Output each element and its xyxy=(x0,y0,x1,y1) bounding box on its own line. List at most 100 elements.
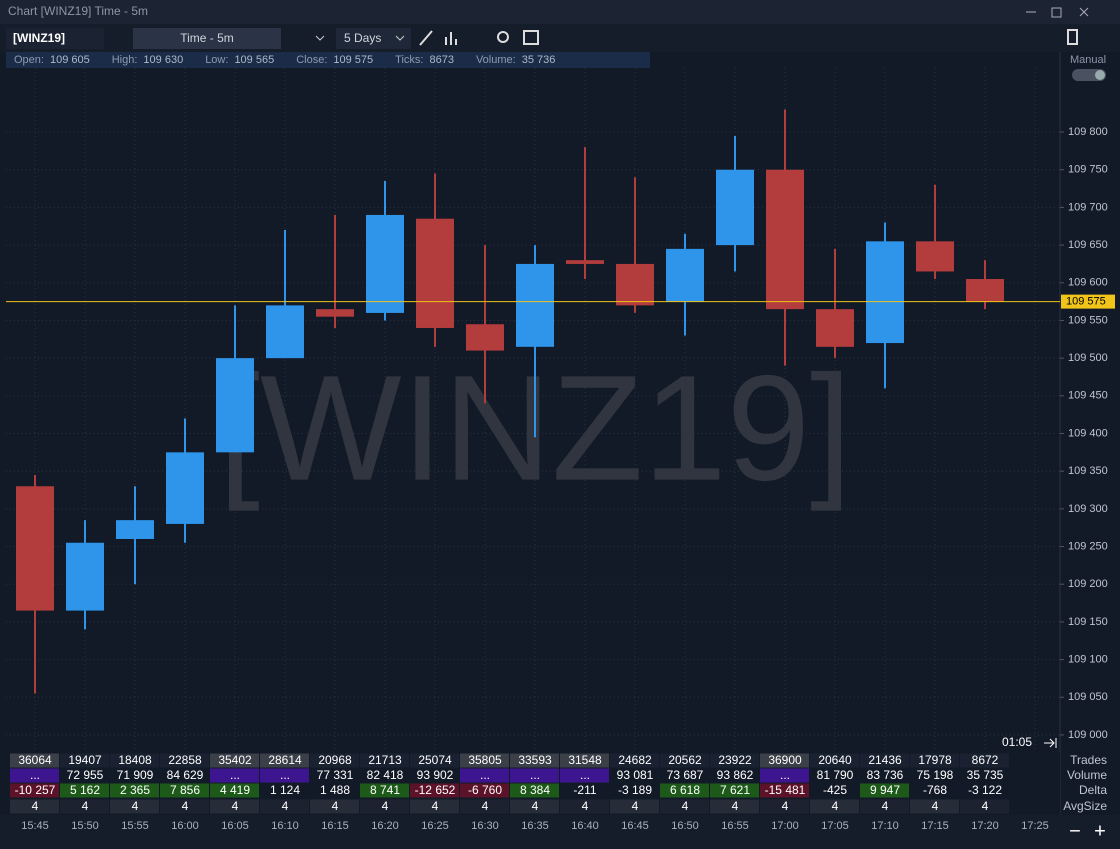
y-tick-label: 109 100 xyxy=(1068,653,1108,665)
stats-cell xyxy=(310,753,359,768)
range-dropdown[interactable] xyxy=(336,28,411,49)
x-tick-label: 16:40 xyxy=(571,820,599,832)
window-controls xyxy=(1026,7,1089,18)
stats-value: 25074 xyxy=(418,753,452,767)
stats-cell xyxy=(610,753,659,768)
info-value: 109 605 xyxy=(50,54,90,66)
stats-value: -6 760 xyxy=(468,783,502,797)
stats-cell xyxy=(710,753,759,768)
y-tick-label: 109 050 xyxy=(1068,691,1108,703)
stats-cell xyxy=(260,753,309,768)
stats-cell xyxy=(560,799,609,814)
stats-value: -15 481 xyxy=(765,783,806,797)
zoom-in[interactable]: + xyxy=(1094,820,1106,842)
candle-body xyxy=(16,486,54,611)
bars-icon[interactable] xyxy=(445,32,457,45)
draw-icon[interactable] xyxy=(419,30,433,46)
stats-value: 23922 xyxy=(718,753,752,767)
stats-value: 1 124 xyxy=(270,783,300,797)
stats-value: ... xyxy=(230,768,240,782)
stats-value: ... xyxy=(30,768,40,782)
stats-value: 7 621 xyxy=(720,783,750,797)
table-icon[interactable] xyxy=(523,30,539,45)
stats-value: 1 488 xyxy=(320,783,350,797)
maximize-button[interactable] xyxy=(1051,7,1062,18)
timeframe-button[interactable] xyxy=(133,28,281,49)
stats-value: 7 856 xyxy=(170,783,200,797)
stats-value: 9 947 xyxy=(870,783,900,797)
last-price-tag xyxy=(1061,294,1115,309)
stats-value: 8 384 xyxy=(520,783,550,797)
stats-value: 35805 xyxy=(468,753,502,767)
stats-cell xyxy=(560,768,609,783)
stats-value: -3 189 xyxy=(618,783,652,797)
stats-value: 4 xyxy=(82,799,89,813)
y-tick-label: 109 200 xyxy=(1068,578,1108,590)
candle-body xyxy=(316,309,354,317)
stats-cell xyxy=(510,768,559,783)
stats-value: 73 687 xyxy=(667,768,704,782)
info-label: Low: xyxy=(205,54,228,66)
stats-value: 36064 xyxy=(18,753,52,767)
x-tick-label: 16:35 xyxy=(521,820,549,832)
stats-cell xyxy=(210,753,259,768)
stats-cell xyxy=(310,768,359,783)
stats-cell xyxy=(360,753,409,768)
stats-value: 20562 xyxy=(668,753,702,767)
symbol-box[interactable] xyxy=(6,28,104,49)
stats-cell xyxy=(110,783,159,798)
x-tick-label: 17:05 xyxy=(821,820,849,832)
stats-value: 4 xyxy=(882,799,889,813)
info-bar xyxy=(6,52,650,68)
candle-body xyxy=(366,214,404,313)
y-tick-label: 109 150 xyxy=(1068,616,1108,628)
stats-cell xyxy=(960,783,1009,798)
y-tick-label: 109 250 xyxy=(1068,540,1108,552)
stats-value: -425 xyxy=(823,783,847,797)
stats-value: 21436 xyxy=(868,753,902,767)
bar-timer: 01:05 xyxy=(1002,735,1032,749)
stats-value: 4 xyxy=(182,799,189,813)
stats-cell xyxy=(960,799,1009,814)
stats-cell xyxy=(860,799,909,814)
title-bar xyxy=(0,0,1120,24)
close-button[interactable] xyxy=(1079,7,1089,17)
stats-value: ... xyxy=(580,768,590,782)
stats-value: 4 xyxy=(932,799,939,813)
stats-cell xyxy=(760,783,809,798)
stats-cell xyxy=(860,768,909,783)
y-tick-label: 109 300 xyxy=(1068,503,1108,515)
scroll-end-icon xyxy=(1044,738,1057,748)
stats-cell xyxy=(460,753,509,768)
stats-value: 4 xyxy=(632,799,639,813)
stats-cell xyxy=(410,768,459,783)
y-tick-label: 109 400 xyxy=(1068,427,1108,439)
stats-value: -211 xyxy=(573,783,596,797)
stats-cell xyxy=(910,783,959,798)
stats-cell xyxy=(410,799,459,814)
info-value: 109 565 xyxy=(234,54,274,66)
stats-value: 22858 xyxy=(168,753,202,767)
stats-cell xyxy=(710,783,759,798)
zoom-out[interactable]: − xyxy=(1069,820,1081,842)
x-tick-label: 17:10 xyxy=(871,820,899,832)
x-tick-label: 17:00 xyxy=(771,820,799,832)
stats-cell xyxy=(10,768,59,783)
y-tick-label: 109 650 xyxy=(1068,239,1108,251)
y-tick-label: 109 450 xyxy=(1068,390,1108,402)
window-title: Chart [WINZ19] Time - 5m xyxy=(8,4,148,18)
search-icon[interactable] xyxy=(497,31,509,43)
stats-cell xyxy=(260,783,309,798)
info-label: Volume: xyxy=(476,54,516,66)
dropdown-arrows xyxy=(315,35,405,41)
stats-value: 4 xyxy=(832,799,839,813)
candle-body xyxy=(916,241,954,272)
save-icon[interactable] xyxy=(1067,29,1078,45)
stats-value: 4 xyxy=(732,799,739,813)
stats-value: 24682 xyxy=(618,753,652,767)
candle-body xyxy=(416,218,454,328)
stats-value: 8672 xyxy=(972,753,999,767)
stats-cell xyxy=(160,753,209,768)
stats-cell xyxy=(710,768,759,783)
